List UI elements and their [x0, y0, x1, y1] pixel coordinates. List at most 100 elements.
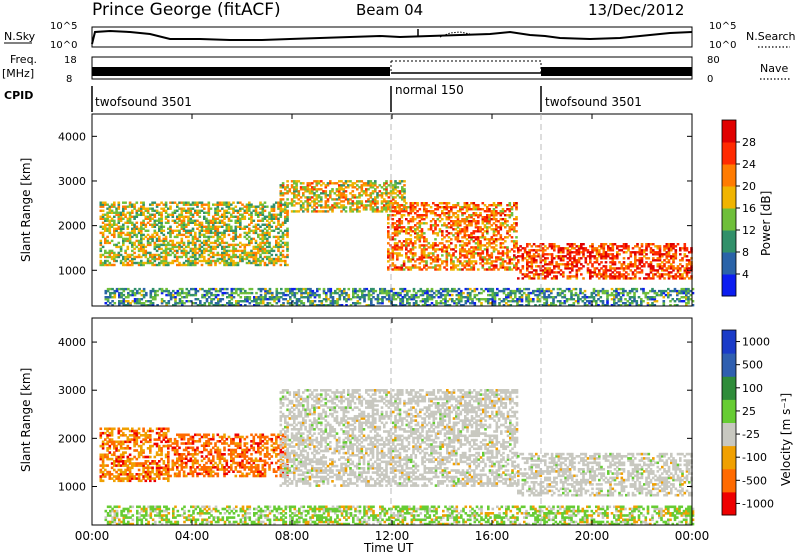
power-echo-cell	[459, 260, 462, 263]
power-echo-cell	[403, 188, 406, 191]
power-echo-cell	[446, 300, 450, 303]
power-echo-cell	[167, 261, 170, 265]
power-echo-cell	[598, 273, 601, 276]
power-echo-cell	[421, 289, 425, 293]
power-echo-cell	[634, 275, 637, 278]
power-echo-cell	[180, 207, 184, 210]
power-echo-cell	[308, 196, 312, 199]
power-echo-cell	[582, 251, 585, 254]
power-echo-cell	[573, 257, 576, 260]
power-echo-cell	[459, 244, 462, 247]
power-echo-cell	[218, 231, 222, 235]
power-echo-cell	[374, 190, 377, 193]
power-echo-cell	[335, 204, 339, 207]
power-echo-cell	[241, 217, 244, 220]
power-echo-cell	[438, 220, 442, 223]
power-echo-cell	[266, 219, 269, 222]
power-echo-cell	[189, 231, 193, 235]
power-echo-cell	[318, 300, 321, 303]
power-echo-cell	[423, 232, 426, 235]
power-echo-cell	[191, 243, 195, 247]
power-echo-cell	[568, 275, 572, 278]
power-echo-cell	[387, 202, 391, 205]
power-echo-cell	[434, 258, 437, 261]
power-echo-cell	[133, 243, 136, 247]
power-echo-cell	[577, 257, 581, 260]
power-echo-cell	[243, 215, 247, 218]
power-echo-cell	[546, 267, 549, 270]
power-echo-cell	[155, 205, 159, 208]
power-echo-cell	[459, 254, 462, 257]
power-echo-cell	[153, 253, 157, 257]
power-echo-cell	[434, 244, 437, 247]
power-echo-cell	[452, 254, 455, 257]
power-echo-cell	[140, 249, 143, 253]
power-echo-cell	[227, 253, 231, 257]
power-echo-cell	[615, 287, 618, 291]
power-echo-cell	[117, 233, 121, 237]
power-echo-cell	[631, 247, 635, 250]
power-echo-cell	[223, 253, 226, 257]
power-echo-cell	[392, 188, 395, 191]
power-echo-cell	[223, 304, 227, 307]
power-echo-cell	[477, 238, 480, 241]
power-echo-cell	[259, 211, 262, 214]
power-echo-cell	[189, 213, 193, 216]
power-echo-cell	[257, 247, 260, 251]
power-echo-cell	[104, 217, 107, 220]
power-echo-cell	[329, 182, 332, 185]
power-echo-cell	[329, 293, 333, 297]
power-echo-cell	[400, 254, 404, 257]
power-echo-cell	[376, 296, 380, 299]
power-echo-cell	[180, 219, 184, 222]
power-echo-cell	[499, 238, 503, 241]
power-echo-cell	[127, 300, 130, 303]
power-echo-cell	[583, 293, 587, 297]
power-echo-cell	[214, 221, 217, 224]
power-echo-cell	[667, 273, 671, 276]
power-echo-cell	[221, 237, 224, 241]
power-echo-cell	[336, 300, 339, 303]
power-echo-cell	[499, 212, 503, 215]
power-echo-cell	[234, 261, 238, 265]
power-echo-cell	[530, 255, 534, 258]
power-echo-cell	[387, 256, 390, 259]
power-echo-cell	[523, 257, 527, 260]
power-echo-cell	[248, 235, 251, 239]
power-echo-cell	[171, 201, 175, 204]
power-echo-cell	[279, 259, 283, 263]
power-echo-cell	[140, 227, 143, 230]
power-echo-cell	[616, 251, 619, 254]
power-echo-cell	[427, 256, 431, 259]
power-echo-cell	[160, 219, 163, 222]
power-echo-cell	[137, 227, 141, 230]
power-echo-cell	[281, 233, 285, 237]
power-echo-cell	[454, 250, 458, 253]
power-echo-cell	[383, 291, 387, 295]
power-echo-cell	[279, 204, 283, 207]
power-echo-cell	[110, 249, 114, 253]
power-echo-cell	[647, 273, 651, 276]
power-echo-cell	[649, 247, 653, 250]
power-echo-cell	[557, 263, 561, 266]
power-echo-cell	[219, 298, 222, 301]
power-echo-cell	[595, 302, 598, 305]
power-echo-cell	[645, 245, 648, 248]
power-echo-cell	[563, 302, 567, 305]
power-echo-cell	[309, 304, 312, 307]
power-echo-cell	[566, 267, 570, 270]
power-echo-cell	[99, 225, 103, 228]
power-echo-cell	[550, 243, 554, 246]
power-echo-cell	[400, 210, 404, 213]
power-echo-cell	[430, 293, 434, 297]
power-echo-cell	[606, 293, 609, 297]
power-echo-cell	[383, 198, 386, 201]
power-echo-cell	[155, 209, 159, 212]
power-echo-cell	[363, 300, 366, 303]
power-echo-cell	[629, 269, 633, 272]
power-echo-cell	[401, 289, 405, 293]
power-echo-cell	[599, 300, 603, 303]
power-echo-cell	[225, 227, 229, 230]
power-echo-cell	[335, 206, 339, 209]
power-echo-cell	[474, 214, 478, 217]
